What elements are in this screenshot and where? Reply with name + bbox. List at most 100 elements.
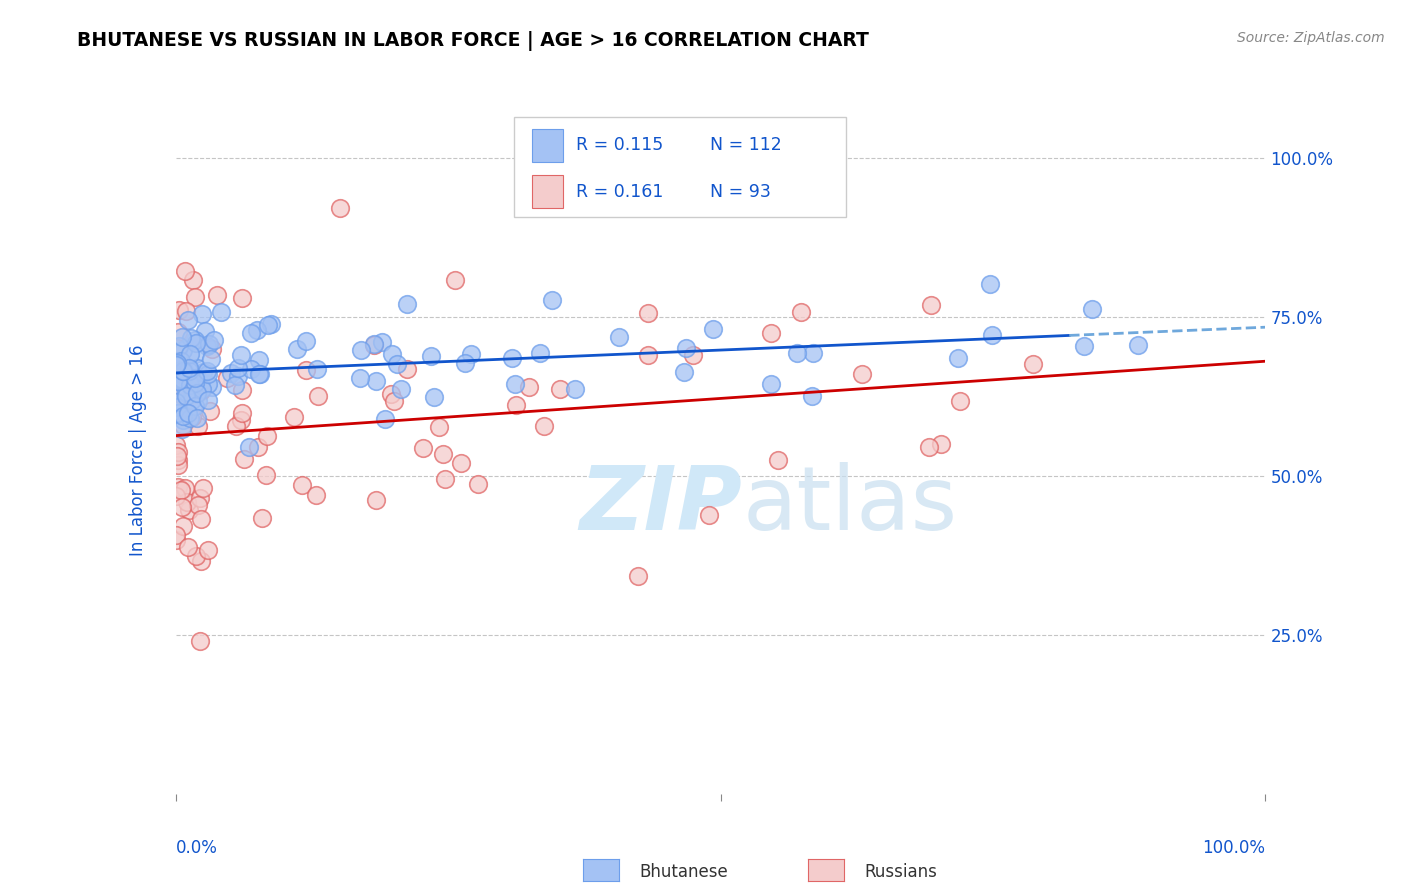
Point	[177, 364, 200, 378]
Point	[165, 533, 187, 547]
Point	[165, 437, 187, 451]
Point	[184, 549, 207, 563]
Point	[188, 633, 211, 648]
Point	[948, 351, 970, 365]
Point	[283, 409, 305, 424]
Point	[173, 363, 195, 377]
Point	[467, 476, 489, 491]
Point	[201, 380, 224, 394]
Point	[240, 326, 263, 341]
Point	[201, 342, 224, 356]
Point	[427, 419, 450, 434]
Point	[165, 355, 187, 369]
Point	[548, 382, 571, 396]
Point	[205, 288, 228, 302]
Point	[167, 480, 190, 494]
Point	[627, 568, 650, 582]
Point	[759, 326, 782, 340]
Point	[172, 329, 194, 343]
Point	[949, 393, 972, 408]
Point	[181, 409, 204, 424]
Text: In Labor Force | Age > 16: In Labor Force | Age > 16	[128, 344, 146, 557]
Point	[191, 365, 214, 379]
Point	[180, 331, 202, 345]
Text: 0.0%: 0.0%	[176, 838, 218, 856]
Point	[229, 347, 252, 361]
Point	[172, 364, 194, 378]
Point	[420, 349, 443, 363]
Point	[191, 382, 214, 396]
Point	[1022, 358, 1045, 372]
Point	[307, 389, 329, 403]
Point	[246, 323, 269, 337]
Point	[167, 374, 190, 388]
Point	[167, 359, 190, 373]
Text: Russians: Russians	[865, 863, 938, 881]
Point	[194, 324, 217, 338]
Point	[174, 385, 197, 400]
Point	[177, 361, 200, 376]
Point	[172, 413, 194, 427]
Point	[184, 371, 207, 385]
Point	[231, 383, 253, 397]
Point	[505, 398, 527, 412]
Point	[803, 346, 825, 360]
Point	[250, 511, 273, 525]
Point	[450, 456, 472, 470]
Point	[191, 308, 214, 322]
Point	[384, 394, 406, 409]
Point	[177, 406, 200, 420]
Point	[529, 345, 551, 359]
Point	[197, 367, 219, 381]
Point	[184, 376, 207, 390]
Point	[247, 368, 270, 382]
Point	[851, 368, 873, 382]
Point	[183, 290, 205, 304]
Point	[503, 377, 526, 392]
Point	[169, 302, 191, 317]
Point	[195, 339, 218, 353]
Point	[219, 366, 242, 380]
Point	[423, 390, 446, 404]
Point	[190, 491, 212, 505]
Point	[285, 342, 308, 356]
Point	[166, 378, 188, 392]
Text: atlas: atlas	[742, 462, 957, 549]
Point	[240, 362, 263, 376]
Point	[179, 347, 201, 361]
Point	[166, 406, 188, 420]
Point	[166, 394, 188, 409]
Point	[364, 492, 387, 507]
Point	[295, 363, 318, 377]
Point	[231, 413, 253, 427]
Point	[228, 368, 250, 383]
Point	[190, 384, 212, 398]
Point	[172, 418, 194, 433]
Point	[247, 440, 270, 454]
Point	[920, 298, 942, 312]
Point	[434, 472, 457, 486]
Point	[541, 293, 564, 308]
Point	[167, 339, 190, 353]
Point	[172, 519, 194, 533]
Point	[801, 389, 824, 403]
Point	[350, 343, 373, 357]
FancyBboxPatch shape	[513, 118, 846, 217]
Point	[786, 346, 808, 360]
Point	[173, 382, 195, 396]
Point	[198, 337, 221, 351]
Point	[981, 328, 1004, 343]
Point	[761, 377, 783, 392]
Text: BHUTANESE VS RUSSIAN IN LABOR FORCE | AGE > 16 CORRELATION CHART: BHUTANESE VS RUSSIAN IN LABOR FORCE | AG…	[77, 31, 869, 51]
Point	[170, 483, 193, 497]
Point	[170, 353, 193, 368]
Text: Bhutanese: Bhutanese	[640, 863, 728, 881]
Point	[929, 437, 952, 451]
Point	[176, 540, 198, 554]
Point	[166, 364, 188, 378]
Point	[176, 404, 198, 418]
Point	[166, 449, 188, 463]
Point	[366, 375, 388, 389]
Point	[195, 364, 218, 378]
Point	[176, 494, 198, 508]
